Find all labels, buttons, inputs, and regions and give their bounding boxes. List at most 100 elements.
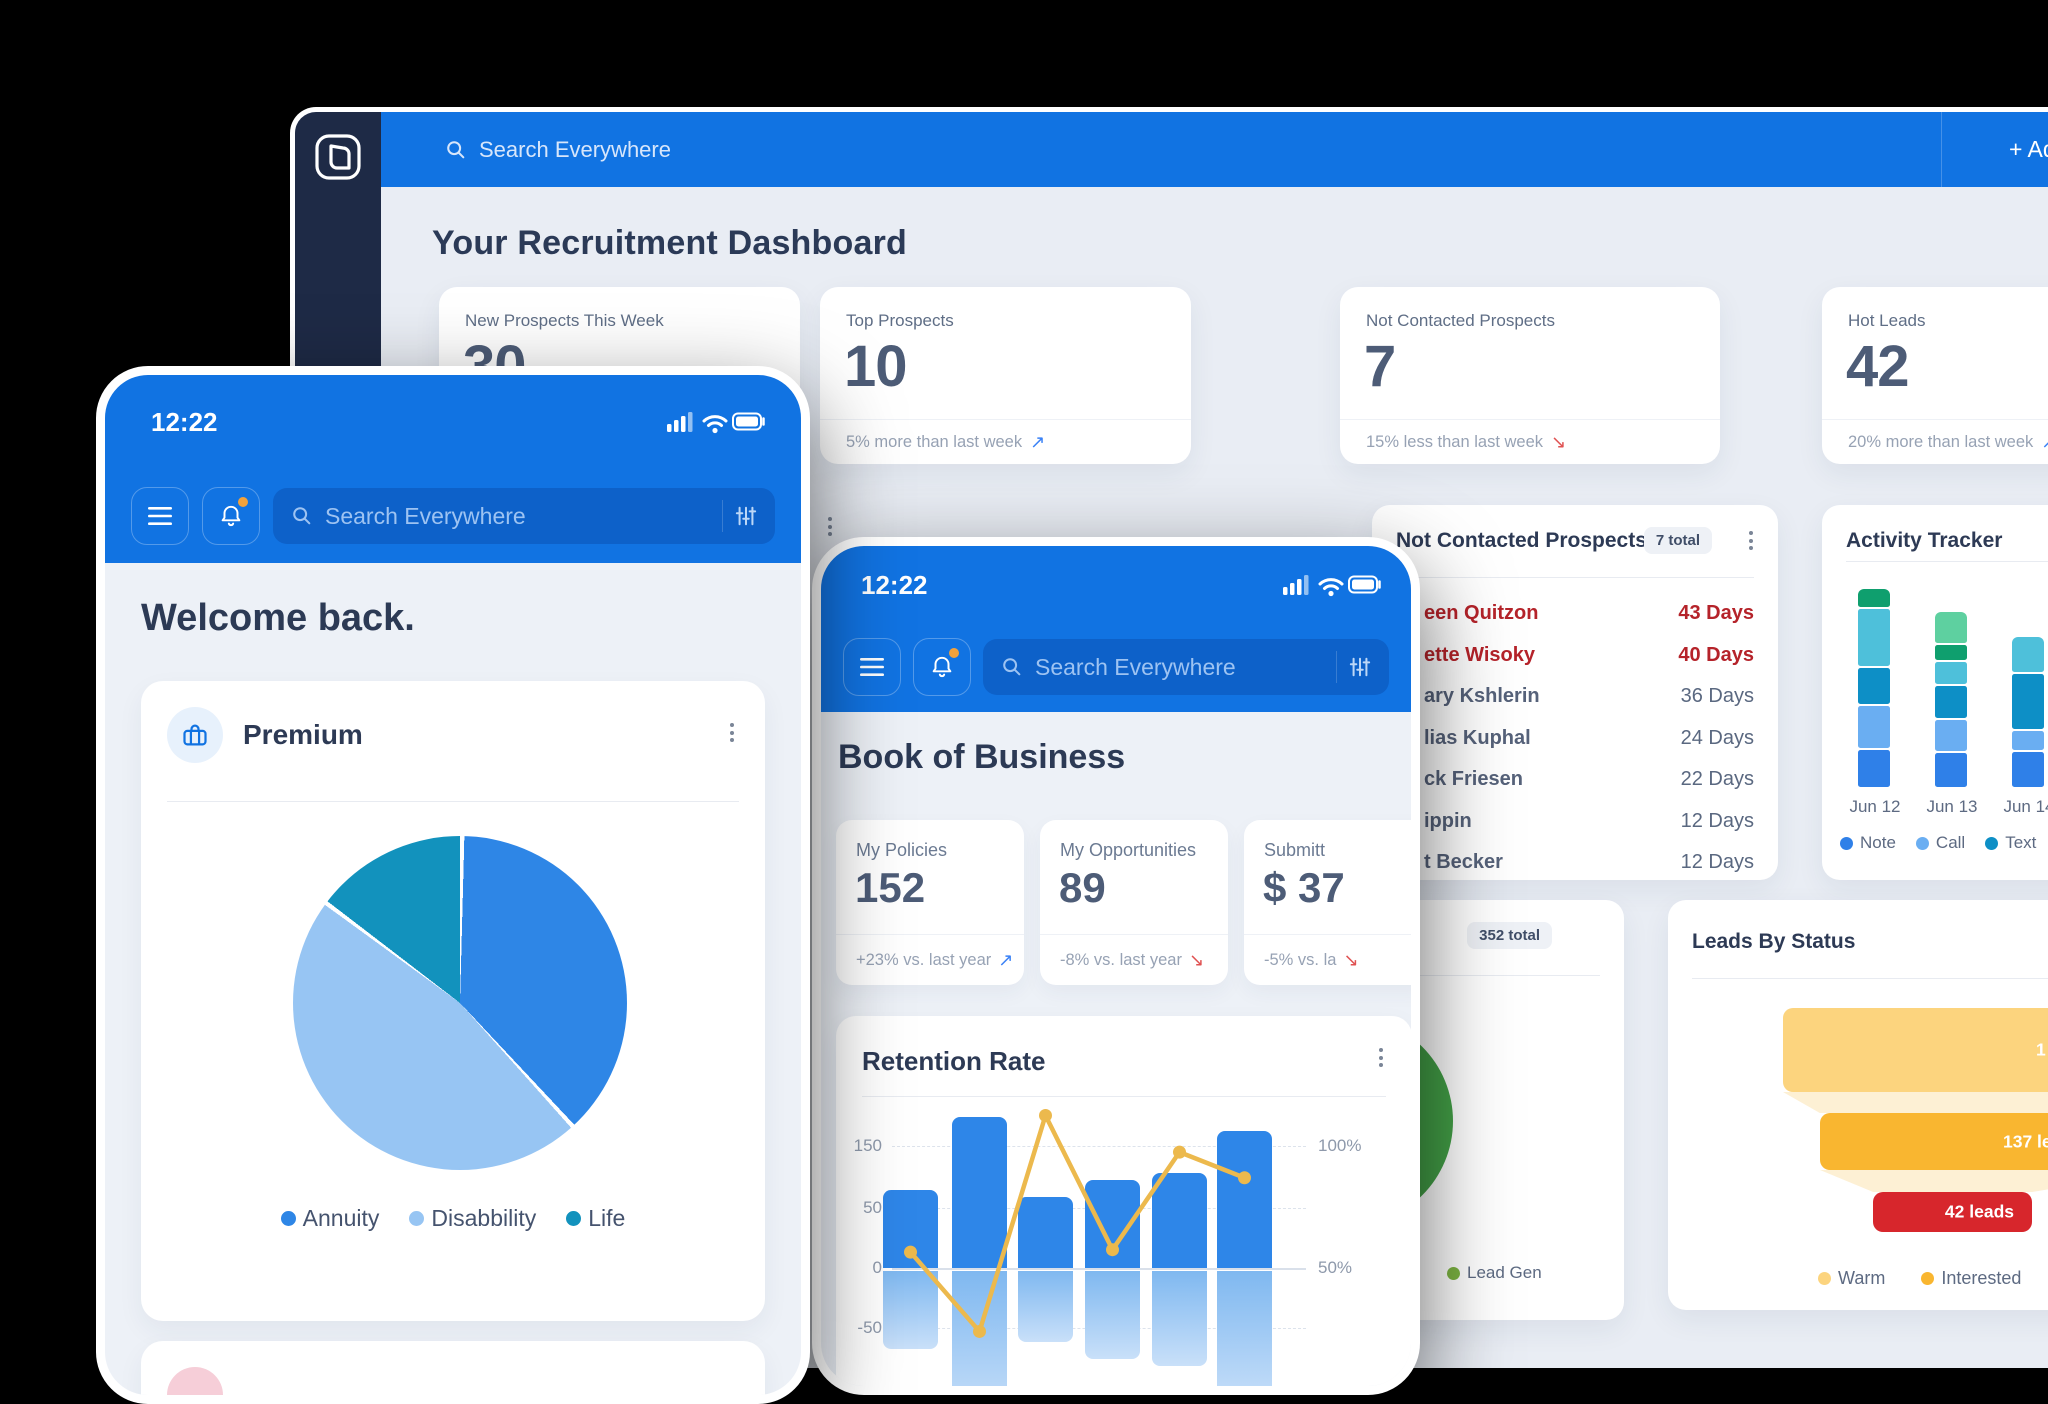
screen-title: Welcome back. (141, 597, 415, 639)
stat-label: Submitt (1264, 840, 1326, 860)
legend-dot (1447, 1266, 1460, 1280)
stat-value: 7 (1364, 334, 1396, 399)
prospect-name: een Quitzon (1424, 602, 1539, 625)
search-icon (1003, 658, 1021, 676)
activity-bar (2012, 637, 2044, 787)
card-title: Premium (243, 719, 363, 750)
stat-value: $ 37 (1263, 864, 1345, 911)
prospect-name: ck Friesen (1424, 768, 1523, 791)
bell-icon (932, 656, 952, 678)
prospect-days: 22 Days (1680, 768, 1754, 791)
stat-label: New Prospects This Week (465, 311, 664, 330)
retention-combo-chart: 150 50 0 -50 100% 50% (836, 1016, 1411, 1386)
funnel-bar: 1 (1783, 1008, 2048, 1092)
prospect-row[interactable]: ck Friesen 22 Days (1372, 759, 1778, 801)
legend-dot (1818, 1272, 1831, 1285)
trend-down-icon: ↘ (1188, 949, 1205, 970)
retention-bar (1217, 1131, 1272, 1268)
prospect-row[interactable]: ary Kshlerin 36 Days (1372, 676, 1778, 718)
briefcase-icon-wrap (167, 707, 223, 763)
stat-label: My Policies (856, 840, 948, 860)
stat-value: 10 (844, 334, 908, 399)
hamburger-menu-button[interactable] (131, 487, 189, 545)
bell-icon (221, 505, 241, 527)
activity-bar (1935, 612, 1967, 787)
right-axis-label: 100% (1318, 1136, 1362, 1155)
kebab-menu[interactable] (725, 723, 739, 742)
prospect-row[interactable]: ette Wisoky 40 Days (1372, 635, 1778, 677)
legend-dot (409, 1211, 425, 1226)
funnel-bar: 137 leads (1820, 1113, 2048, 1170)
prospect-row[interactable]: ippin 12 Days (1372, 801, 1778, 843)
stat-value: 152 (855, 864, 926, 911)
retention-bar-reflection (952, 1271, 1007, 1386)
kebab-menu[interactable] (1744, 531, 1758, 550)
stat-trend: 20% more than last week ↗ (1822, 419, 2048, 464)
phone-search-label: Search Everywhere (1035, 653, 1236, 680)
retention-bar-reflection (1152, 1271, 1207, 1366)
search-icon (447, 140, 465, 158)
retention-bar (1152, 1173, 1207, 1268)
phone-stat-card: Submitt $ 37 -5% vs. la ↘ (1244, 820, 1411, 985)
pie-legend: Annuity Disabbility Life (141, 1205, 765, 1232)
prospect-row[interactable]: t Becker 12 Days (1372, 842, 1778, 884)
desktop-search[interactable]: Search Everywhere (445, 112, 671, 187)
status-icons (1283, 575, 1381, 597)
prospect-name: ary Kshlerin (1424, 685, 1540, 708)
pink-circle-icon (167, 1367, 223, 1395)
legend-dot (1985, 836, 1999, 850)
add-button[interactable]: + Add (2009, 136, 2048, 162)
stat-value: 42 (1846, 334, 1910, 399)
prospect-name: t Becker (1424, 851, 1503, 874)
lead-gen-legend: Lead Gen (1447, 1263, 1542, 1283)
trend-up-icon: ↗ (998, 949, 1014, 970)
prospect-days: 43 Days (1678, 602, 1754, 625)
screen-title: Book of Business (838, 738, 1126, 776)
stat-card: Not Contacted Prospects 7 15% less than … (1340, 287, 1720, 464)
divider (862, 1096, 1386, 1097)
legend-dot (566, 1211, 582, 1226)
leads-by-status-card: Leads By Status 1 137 leads 42 leads WarmI… (1668, 900, 2048, 1310)
funnel-chart: 1 137 leads 42 leads (1668, 900, 2048, 1310)
premium-card: Premium Annuity Disabbility Life (141, 681, 765, 1321)
divider (1396, 577, 1754, 578)
phone-nav-row: Search Everywhere (105, 487, 801, 545)
not-contacted-prospects-card: Not Contacted Prospects 7 total een Quit… (1372, 505, 1778, 880)
stat-card: Top Prospects 10 5% more than last week … (820, 287, 1191, 464)
notification-dot (949, 648, 959, 658)
app-logo-icon (315, 134, 361, 180)
retention-bar (1085, 1180, 1140, 1268)
retention-bar-reflection (1085, 1271, 1140, 1359)
prospect-days: 12 Days (1680, 851, 1754, 874)
prospect-row[interactable]: een Quitzon 43 Days (1372, 593, 1778, 635)
kebab-menu[interactable] (1374, 1048, 1388, 1067)
phone-search-label: Search Everywhere (325, 502, 526, 529)
desktop-search-label: Search Everywhere (479, 136, 671, 162)
hamburger-menu-button[interactable] (843, 638, 901, 696)
hidden-card-kebab-menu[interactable] (823, 517, 837, 536)
x-axis-label: Jun 14 (2003, 797, 2048, 816)
prospect-days: 12 Days (1680, 809, 1754, 832)
funnel-legend: Warm Interested (1818, 1268, 2048, 1289)
notifications-button[interactable] (913, 638, 971, 696)
phone-search[interactable]: Search Everywhere (273, 488, 775, 544)
next-card-fragment (141, 1341, 765, 1395)
legend-dot (1921, 1272, 1935, 1285)
phone-welcome: 12:22 Search Everywhere Welco (96, 366, 810, 1404)
legend-dot (1915, 836, 1929, 850)
notifications-button[interactable] (202, 487, 260, 545)
stat-trend: 15% less than last week ↘ (1340, 419, 1720, 464)
filter-sliders-icon[interactable] (1349, 656, 1371, 678)
card-title: Not Contacted Prospects (1396, 529, 1647, 552)
trend-down-icon: ↘ (1551, 431, 1567, 452)
prospect-name: ippin (1424, 809, 1472, 832)
phone-header: 12:22 Search Everywhere (821, 546, 1411, 712)
prospect-row[interactable]: lias Kuphal 24 Days (1372, 718, 1778, 760)
filter-sliders-icon[interactable] (735, 505, 757, 527)
briefcase-icon (183, 724, 207, 746)
prospect-list: een Quitzon 43 Days ette Wisoky 40 Days ar… (1372, 593, 1778, 884)
phone-search[interactable]: Search Everywhere (983, 639, 1389, 695)
stat-label: My Opportunities (1060, 840, 1197, 860)
retention-bar (1018, 1197, 1073, 1268)
phone-stat-row: My Policies 152 +23% vs. last year ↗ My O… (836, 820, 1411, 985)
